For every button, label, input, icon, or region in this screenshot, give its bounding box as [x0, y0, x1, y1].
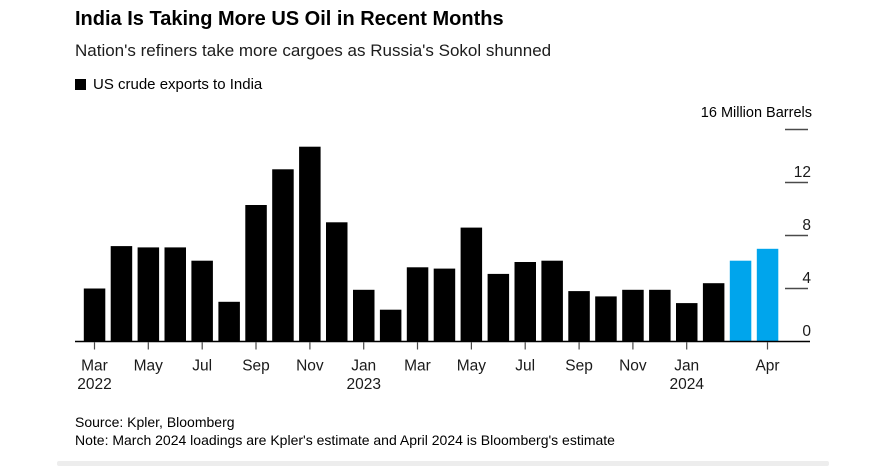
bar-apr-2023 [433, 268, 456, 342]
bar-jun-2023 [487, 273, 510, 342]
bar-feb-2023 [379, 309, 402, 342]
bar-apr-2024 [756, 248, 779, 342]
x-tick-label: Mar [81, 358, 108, 375]
cropped-bottom-edge [57, 461, 829, 466]
bar-jul-2023 [514, 262, 536, 342]
bar-oct-2023 [595, 296, 617, 342]
bar-mar-2024 [729, 260, 752, 342]
source-line: Source: Kpler, Bloomberg [75, 414, 235, 430]
bar-nov-2023 [622, 289, 644, 342]
x-tick-label: Jul [192, 358, 212, 375]
legend: US crude exports to India [75, 76, 262, 93]
x-tick-label: Nov [619, 358, 647, 375]
y-axis-top-label: 16 Million Barrels [700, 105, 812, 121]
legend-swatch-icon [75, 79, 86, 90]
bar-jan-2024 [676, 303, 698, 342]
x-tick-label: May [134, 358, 164, 375]
bar-may-2023 [460, 227, 483, 342]
page-subtitle: Nation's refiners take more cargoes as R… [75, 41, 552, 60]
bar-aug-2023 [541, 260, 563, 342]
x-tick-label: Jan [674, 358, 699, 375]
page-title: India Is Taking More US Oil in Recent Mo… [75, 8, 504, 30]
bar-dec-2023 [649, 289, 671, 342]
x-tick-label: Jul [515, 358, 535, 375]
bar-aug-2022 [218, 301, 240, 342]
x-tick-label: Mar [404, 358, 431, 375]
x-tick-label: Apr [755, 358, 779, 375]
x-tick-label: Sep [242, 358, 270, 375]
x-tick-year-label: 2022 [77, 376, 111, 393]
bar-jan-2023 [353, 289, 375, 342]
y-tick-label-0: 0 [802, 323, 811, 340]
x-tick-year-label: 2023 [346, 376, 380, 393]
bar-jun-2022 [164, 247, 186, 342]
note-line: Note: March 2024 loadings are Kpler's es… [75, 432, 615, 448]
bar-feb-2024 [702, 283, 725, 342]
bar-sep-2022 [245, 205, 267, 342]
y-tick-label-8: 8 [802, 217, 811, 234]
bar-nov-2022 [299, 146, 321, 342]
x-tick-label: May [457, 358, 487, 375]
bar-jul-2022 [191, 260, 213, 342]
bar-oct-2022 [272, 169, 294, 342]
bar-dec-2022 [326, 222, 348, 342]
bar-mar-2023 [406, 267, 429, 342]
bar-sep-2023 [568, 291, 590, 342]
bar-may-2022 [137, 247, 160, 342]
x-tick-label: Sep [565, 358, 593, 375]
y-tick-label-4: 4 [802, 270, 811, 287]
bar-mar-2022 [83, 288, 106, 342]
x-tick-label: Jan [351, 358, 376, 375]
x-tick-year-label: 2024 [669, 376, 704, 393]
legend-series-label: US crude exports to India [93, 76, 263, 93]
bar-apr-2022 [110, 246, 133, 342]
y-tick-label-12: 12 [794, 164, 811, 181]
x-tick-label: Nov [296, 358, 324, 375]
